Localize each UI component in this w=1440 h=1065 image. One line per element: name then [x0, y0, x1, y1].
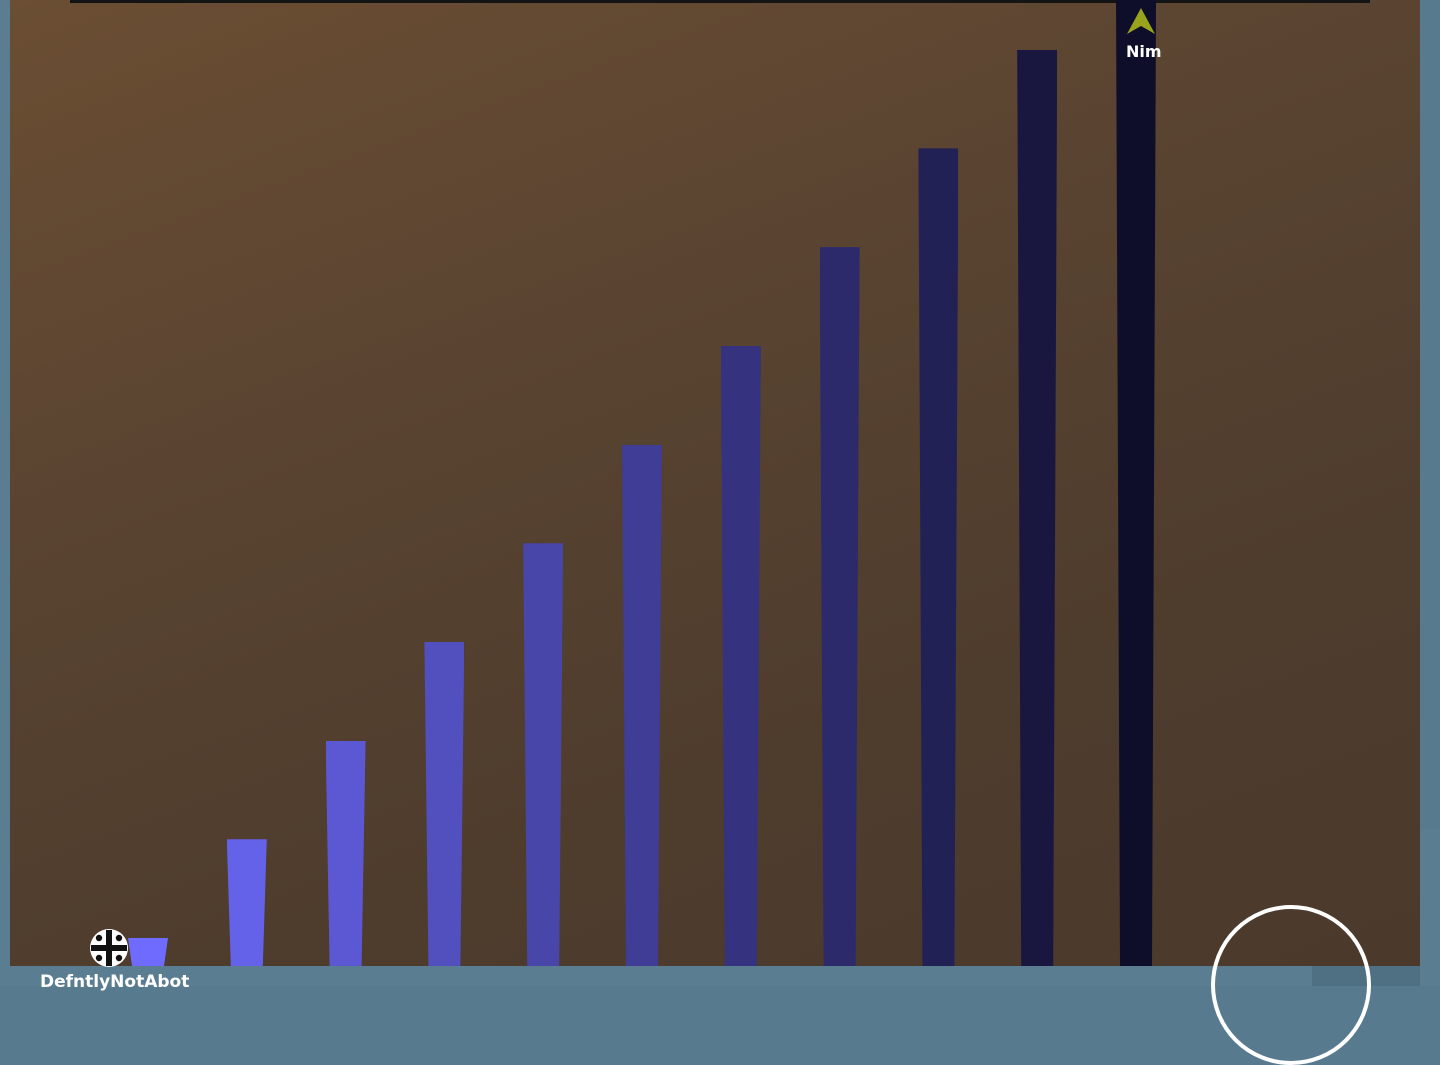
right-wall [1420, 829, 1440, 986]
pillar-1 [128, 938, 168, 966]
pillar-8 [819, 247, 860, 966]
ceiling-bar [70, 0, 1370, 3]
pillar-7 [720, 345, 761, 966]
pillar-4 [424, 641, 465, 966]
pillar-10 [1017, 49, 1058, 966]
pillar-3 [325, 740, 366, 966]
arena-background [10, 0, 1420, 966]
player-name-label: DefntlyNotAbot [40, 972, 190, 992]
pillar-5 [523, 543, 564, 966]
arrow-up-icon [1127, 8, 1155, 34]
pillar-2 [226, 839, 267, 966]
goal-ring [1211, 905, 1371, 1065]
pillar-6 [622, 444, 662, 966]
rival-name-label: Nim [1126, 42, 1162, 61]
floor [0, 966, 1440, 986]
pillar-9 [918, 148, 959, 966]
pillar-11 [1116, 0, 1156, 966]
left-wall [0, 0, 10, 986]
cross-orb-icon [90, 929, 128, 967]
